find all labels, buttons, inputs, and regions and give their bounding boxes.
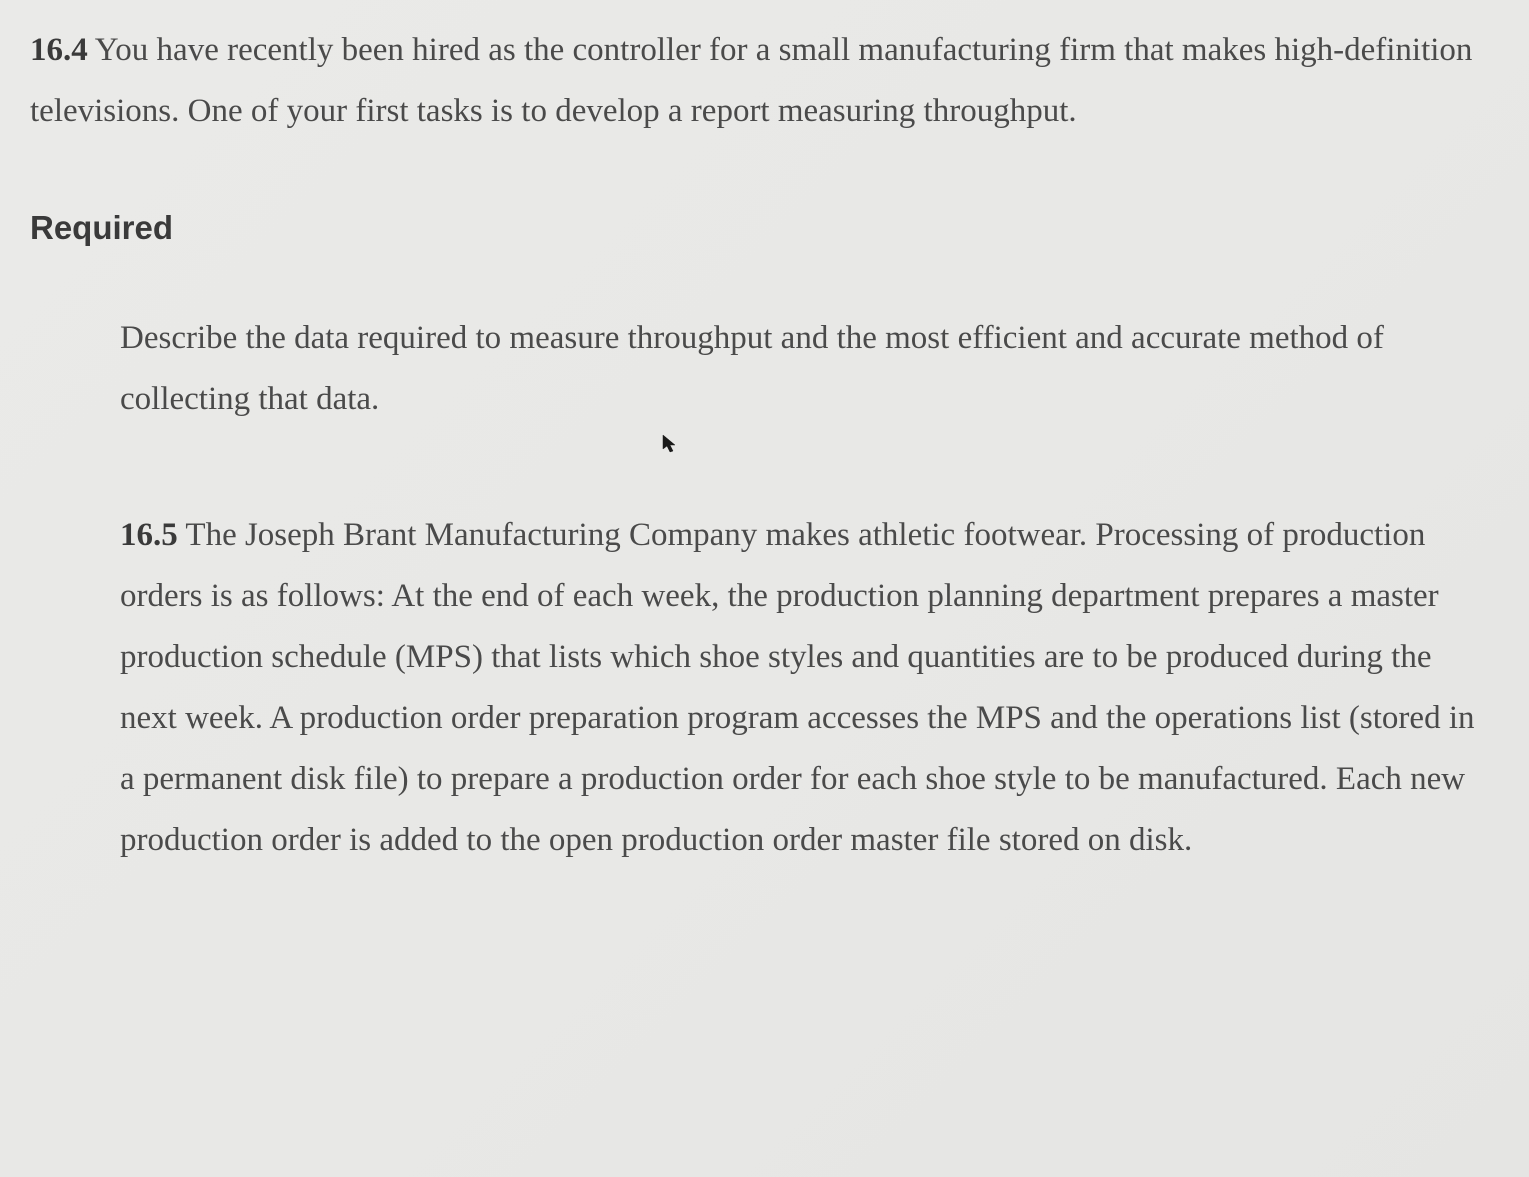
problem-164-intro-text: You have recently been hired as the cont… bbox=[30, 32, 1472, 129]
problem-165-number: 16.5 bbox=[120, 517, 178, 553]
problem-165-block: 16.5 The Joseph Brant Manufacturing Comp… bbox=[120, 505, 1489, 871]
problem-165-text: The Joseph Brant Manufacturing Company m… bbox=[120, 517, 1474, 858]
problem-164-number: 16.4 bbox=[30, 32, 88, 68]
problem-164-required-text: Describe the data required to measure th… bbox=[120, 308, 1489, 430]
problem-164-block: 16.4 You have recently been hired as the… bbox=[30, 20, 1489, 142]
required-label: Required bbox=[30, 197, 1489, 258]
indented-content: Describe the data required to measure th… bbox=[120, 308, 1489, 871]
problem-164-intro: 16.4 You have recently been hired as the… bbox=[30, 20, 1489, 142]
